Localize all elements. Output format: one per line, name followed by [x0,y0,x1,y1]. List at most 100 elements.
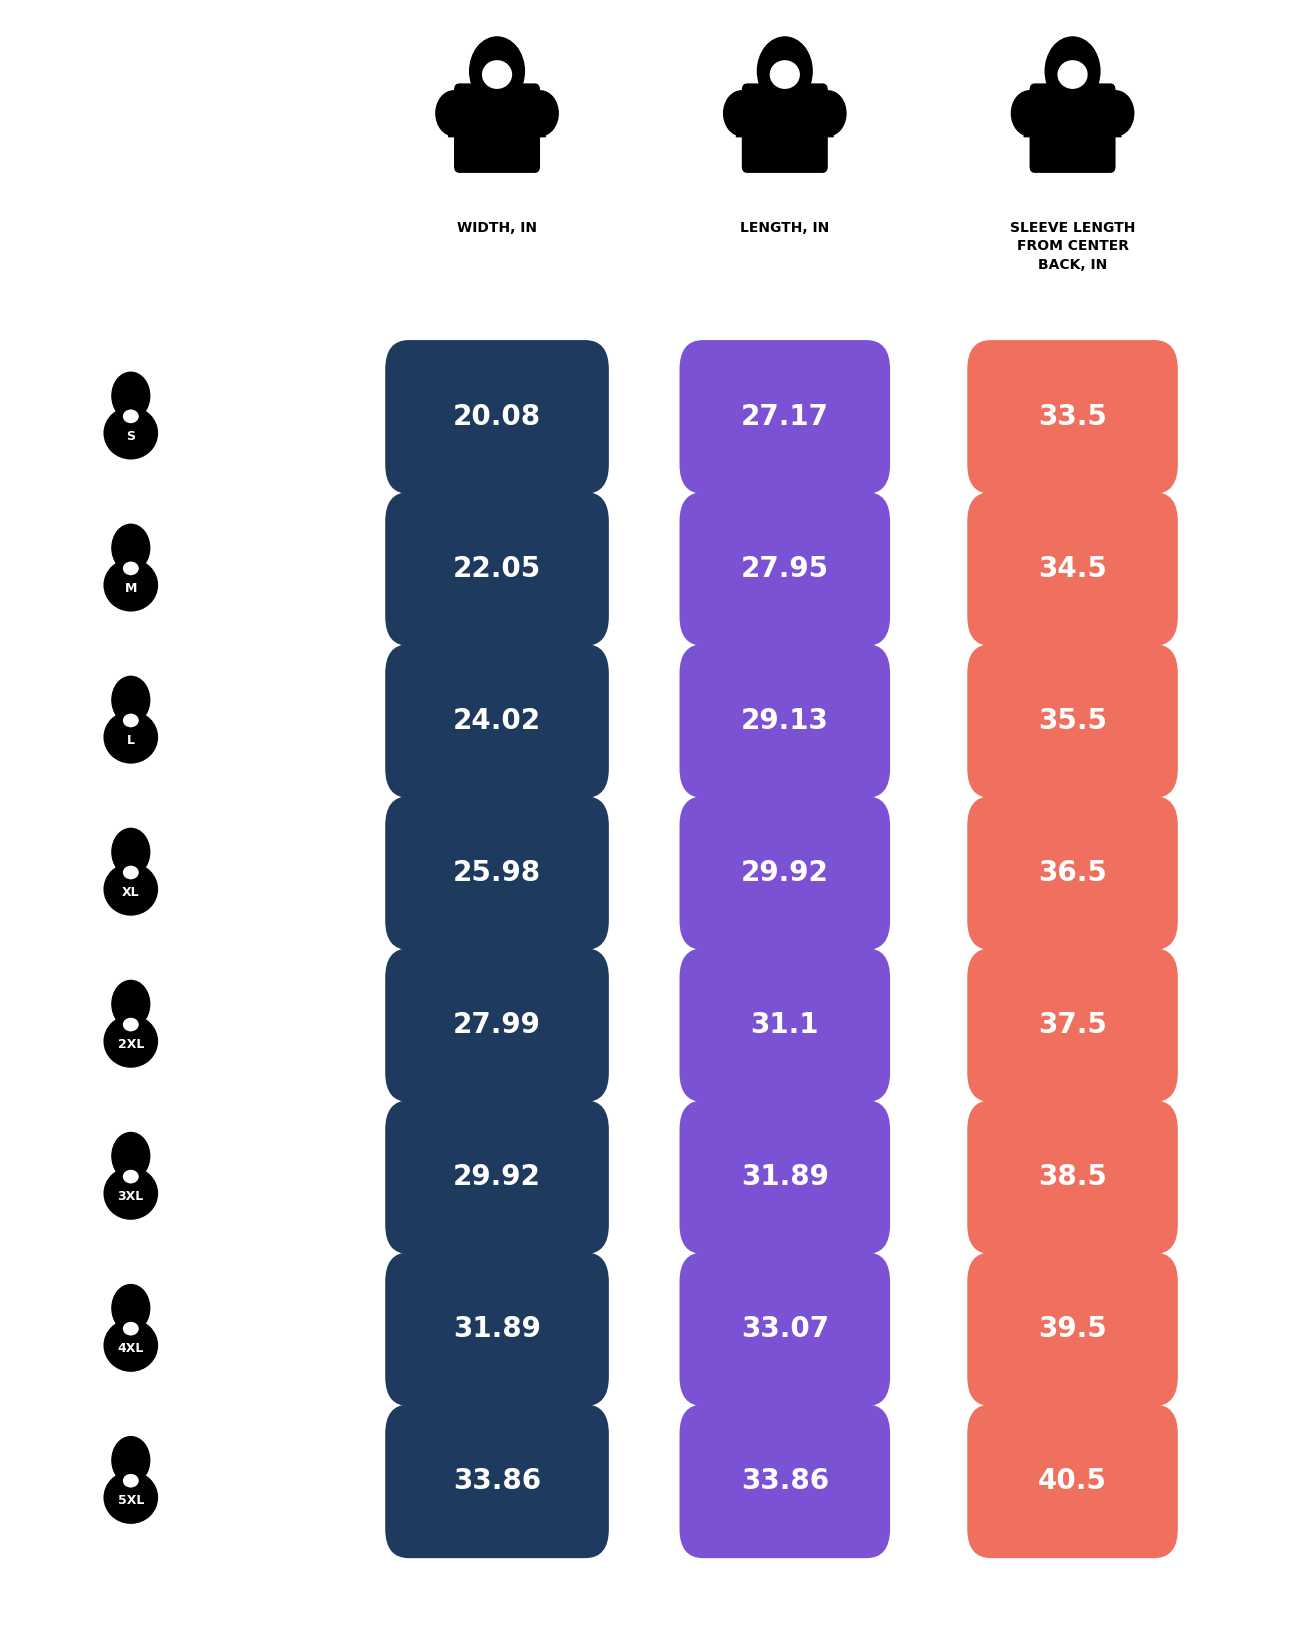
Text: 33.5: 33.5 [1039,402,1107,432]
Circle shape [810,92,846,136]
Text: 2XL: 2XL [118,1038,144,1051]
Text: 31.89: 31.89 [453,1315,542,1344]
FancyBboxPatch shape [967,1404,1179,1558]
Text: 24.02: 24.02 [453,706,542,736]
Ellipse shape [103,559,158,611]
Ellipse shape [103,711,158,764]
FancyBboxPatch shape [385,1404,610,1558]
Text: 4XL: 4XL [118,1342,144,1355]
Text: 29.92: 29.92 [453,1162,542,1192]
Circle shape [112,1133,149,1180]
Text: 36.5: 36.5 [1039,858,1107,888]
Text: 33.07: 33.07 [740,1315,829,1344]
Text: SLEEVE LENGTH
FROM CENTER
BACK, IN: SLEEVE LENGTH FROM CENTER BACK, IN [1010,221,1135,271]
Circle shape [112,1285,149,1333]
Text: 25.98: 25.98 [453,858,542,888]
Text: 29.92: 29.92 [740,858,829,888]
Text: XL: XL [122,886,140,899]
FancyBboxPatch shape [385,948,610,1102]
FancyBboxPatch shape [385,492,610,646]
FancyBboxPatch shape [385,1100,610,1254]
Text: WIDTH, IN: WIDTH, IN [456,221,538,235]
Text: L: L [127,734,135,747]
Text: 20.08: 20.08 [453,402,542,432]
Circle shape [757,38,812,105]
FancyBboxPatch shape [680,948,889,1102]
Ellipse shape [103,407,158,459]
FancyBboxPatch shape [967,948,1179,1102]
Ellipse shape [769,60,800,88]
Ellipse shape [123,713,139,728]
FancyBboxPatch shape [967,1100,1179,1254]
FancyBboxPatch shape [454,83,540,173]
Circle shape [112,1437,149,1485]
Ellipse shape [103,863,158,916]
Circle shape [522,92,559,136]
Ellipse shape [103,1167,158,1220]
Circle shape [436,92,472,136]
FancyBboxPatch shape [680,1252,889,1406]
FancyBboxPatch shape [680,796,889,950]
Polygon shape [736,95,833,137]
FancyBboxPatch shape [967,1252,1179,1406]
Ellipse shape [123,1321,139,1336]
FancyBboxPatch shape [967,796,1179,950]
Ellipse shape [123,409,139,423]
Text: M: M [124,582,137,595]
Text: 38.5: 38.5 [1039,1162,1107,1192]
Text: 27.99: 27.99 [453,1010,542,1040]
Ellipse shape [103,1015,158,1068]
Ellipse shape [1057,60,1088,88]
Text: LENGTH, IN: LENGTH, IN [740,221,829,235]
Text: 33.86: 33.86 [740,1467,829,1496]
Text: 35.5: 35.5 [1039,706,1107,736]
FancyBboxPatch shape [680,644,889,798]
Ellipse shape [481,60,513,88]
Ellipse shape [123,865,139,880]
Text: 31.89: 31.89 [740,1162,829,1192]
Text: 31.1: 31.1 [751,1010,819,1040]
Circle shape [723,92,760,136]
FancyBboxPatch shape [680,492,889,646]
Text: 33.86: 33.86 [453,1467,542,1496]
Circle shape [112,525,149,572]
Text: 40.5: 40.5 [1039,1467,1107,1496]
FancyBboxPatch shape [1029,83,1116,173]
Text: 34.5: 34.5 [1039,554,1107,584]
Circle shape [470,38,525,105]
Text: 27.17: 27.17 [740,402,829,432]
Text: 39.5: 39.5 [1039,1315,1107,1344]
Text: 5XL: 5XL [118,1494,144,1507]
Circle shape [112,677,149,724]
Text: 3XL: 3XL [118,1190,144,1203]
FancyBboxPatch shape [967,644,1179,798]
Circle shape [1045,38,1100,105]
Circle shape [112,373,149,420]
FancyBboxPatch shape [742,83,828,173]
Text: 29.13: 29.13 [740,706,829,736]
FancyBboxPatch shape [680,1100,889,1254]
Ellipse shape [103,1319,158,1372]
Ellipse shape [123,1017,139,1032]
Text: 37.5: 37.5 [1039,1010,1107,1040]
Polygon shape [449,95,545,137]
Polygon shape [1024,95,1121,137]
FancyBboxPatch shape [385,340,610,494]
Ellipse shape [123,1169,139,1184]
Text: 22.05: 22.05 [453,554,542,584]
Circle shape [1011,92,1048,136]
FancyBboxPatch shape [385,1252,610,1406]
Circle shape [112,981,149,1028]
FancyBboxPatch shape [385,644,610,798]
Circle shape [112,829,149,876]
Text: S: S [127,430,135,443]
Ellipse shape [123,561,139,576]
Circle shape [1097,92,1134,136]
FancyBboxPatch shape [967,340,1179,494]
FancyBboxPatch shape [967,492,1179,646]
FancyBboxPatch shape [680,1404,889,1558]
Ellipse shape [103,1472,158,1524]
Text: 27.95: 27.95 [740,554,829,584]
Ellipse shape [123,1473,139,1488]
FancyBboxPatch shape [680,340,889,494]
